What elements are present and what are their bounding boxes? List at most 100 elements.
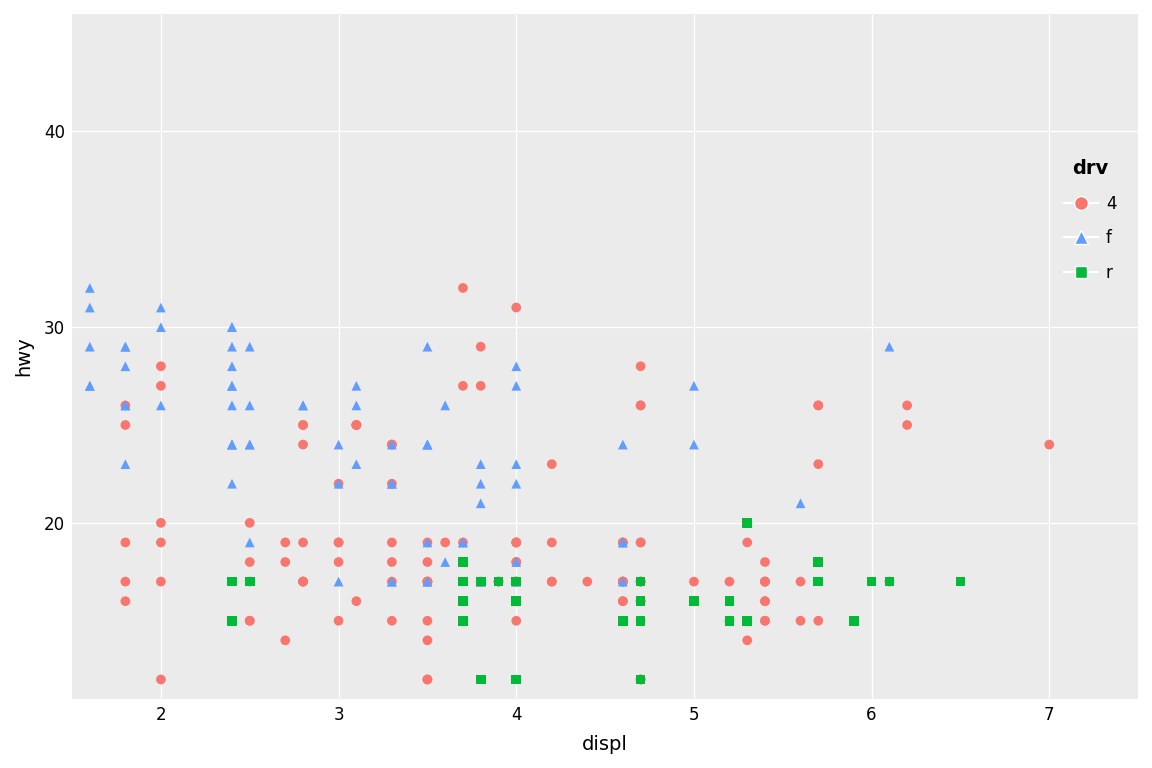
Point — [418, 674, 437, 686]
Point — [418, 536, 437, 548]
Point — [738, 536, 757, 548]
Point — [507, 575, 525, 588]
Point — [631, 575, 650, 588]
Point — [116, 595, 135, 607]
Point — [756, 595, 774, 607]
Point — [418, 674, 437, 686]
Point — [347, 399, 365, 412]
Point — [241, 340, 259, 353]
Point — [809, 614, 827, 627]
Point — [756, 614, 774, 627]
Point — [294, 399, 312, 412]
Point — [241, 614, 259, 627]
Point — [152, 360, 170, 372]
Point — [471, 340, 490, 353]
Point — [809, 556, 827, 568]
Point — [454, 556, 472, 568]
Point — [809, 575, 827, 588]
Point — [294, 575, 312, 588]
Point — [614, 536, 632, 548]
Point — [809, 399, 827, 412]
Point — [490, 575, 508, 588]
Point — [507, 556, 525, 568]
Point — [507, 458, 525, 470]
Point — [631, 595, 650, 607]
Point — [614, 614, 632, 627]
Point — [507, 674, 525, 686]
Point — [738, 634, 757, 647]
Point — [543, 536, 561, 548]
Point — [222, 439, 241, 451]
Point — [347, 419, 365, 431]
Point — [631, 674, 650, 686]
Point — [631, 674, 650, 686]
Point — [454, 536, 472, 548]
Point — [738, 517, 757, 529]
Point — [116, 340, 135, 353]
Point — [222, 360, 241, 372]
Point — [614, 439, 632, 451]
Point — [880, 575, 899, 588]
Point — [116, 399, 135, 412]
Point — [116, 458, 135, 470]
Point — [418, 575, 437, 588]
Point — [222, 379, 241, 392]
Point — [897, 419, 916, 431]
Point — [756, 575, 774, 588]
Point — [294, 575, 312, 588]
Point — [952, 575, 970, 588]
Point — [543, 575, 561, 588]
Point — [507, 575, 525, 588]
Point — [507, 614, 525, 627]
Point — [880, 340, 899, 353]
Point — [471, 575, 490, 588]
Legend: 4, f, r: 4, f, r — [1051, 146, 1130, 295]
Point — [471, 497, 490, 509]
Point — [454, 614, 472, 627]
Point — [631, 575, 650, 588]
Point — [241, 517, 259, 529]
Point — [471, 379, 490, 392]
Point — [791, 614, 810, 627]
Point — [507, 556, 525, 568]
Point — [720, 614, 738, 627]
Point — [152, 321, 170, 333]
Point — [631, 575, 650, 588]
Point — [454, 536, 472, 548]
Point — [116, 419, 135, 431]
Point — [294, 399, 312, 412]
Point — [294, 575, 312, 588]
Point — [347, 379, 365, 392]
Point — [738, 517, 757, 529]
Point — [329, 478, 348, 490]
Point — [507, 536, 525, 548]
Point — [222, 321, 241, 333]
Point — [720, 614, 738, 627]
Point — [614, 536, 632, 548]
Point — [631, 614, 650, 627]
Point — [897, 399, 916, 412]
Point — [329, 575, 348, 588]
Point — [471, 575, 490, 588]
Point — [543, 575, 561, 588]
Point — [347, 458, 365, 470]
Point — [418, 439, 437, 451]
Point — [471, 478, 490, 490]
Point — [329, 614, 348, 627]
Point — [507, 536, 525, 548]
Point — [490, 575, 508, 588]
Point — [809, 575, 827, 588]
Point — [382, 478, 401, 490]
Point — [222, 575, 241, 588]
Point — [382, 575, 401, 588]
Point — [81, 379, 99, 392]
Point — [116, 575, 135, 588]
Point — [631, 360, 650, 372]
Point — [507, 360, 525, 372]
Point — [631, 399, 650, 412]
Point — [614, 595, 632, 607]
Point — [116, 360, 135, 372]
Point — [454, 556, 472, 568]
Point — [720, 575, 738, 588]
Point — [418, 536, 437, 548]
